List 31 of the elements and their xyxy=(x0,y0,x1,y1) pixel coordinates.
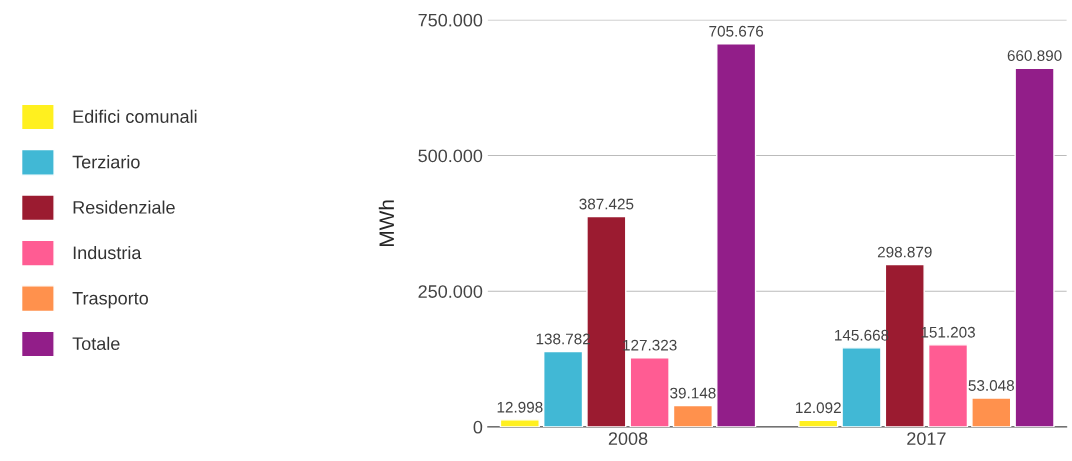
legend-label: Edifici comunali xyxy=(73,109,197,123)
legend-label: Residenziale xyxy=(73,200,175,214)
bar xyxy=(971,397,1012,427)
x-tick-label: 2017 xyxy=(907,432,946,446)
y-tick-label: 0 xyxy=(473,420,483,434)
bar xyxy=(629,357,670,427)
legend-label: Terziario xyxy=(72,155,140,169)
y-tick-label: 500.000 xyxy=(418,149,483,163)
data-label: 298.879 xyxy=(877,246,932,258)
bar xyxy=(672,404,713,427)
data-label: 387.425 xyxy=(579,198,634,210)
y-tick-label: 750.000 xyxy=(418,13,483,27)
data-label: 660.890 xyxy=(1007,50,1062,61)
bar xyxy=(543,350,584,427)
bar xyxy=(927,344,969,427)
bar xyxy=(798,419,839,427)
bar xyxy=(1014,67,1055,427)
legend-label: Industria xyxy=(73,245,142,260)
data-label: 12.092 xyxy=(796,402,841,414)
data-label: 705.676 xyxy=(709,25,764,37)
legend-label: Totale xyxy=(72,336,120,351)
x-tick-label: 2008 xyxy=(608,432,648,446)
y-tick-label: 250.000 xyxy=(418,285,483,298)
bar xyxy=(716,43,757,427)
legend-label: Trasporto xyxy=(72,292,148,309)
bar xyxy=(841,347,882,427)
data-label: 12.998 xyxy=(497,401,543,413)
y-axis-title: MWh xyxy=(378,200,394,246)
bar xyxy=(499,419,540,427)
data-label: 39.148 xyxy=(670,387,716,399)
data-label: 53.048 xyxy=(968,380,1014,391)
